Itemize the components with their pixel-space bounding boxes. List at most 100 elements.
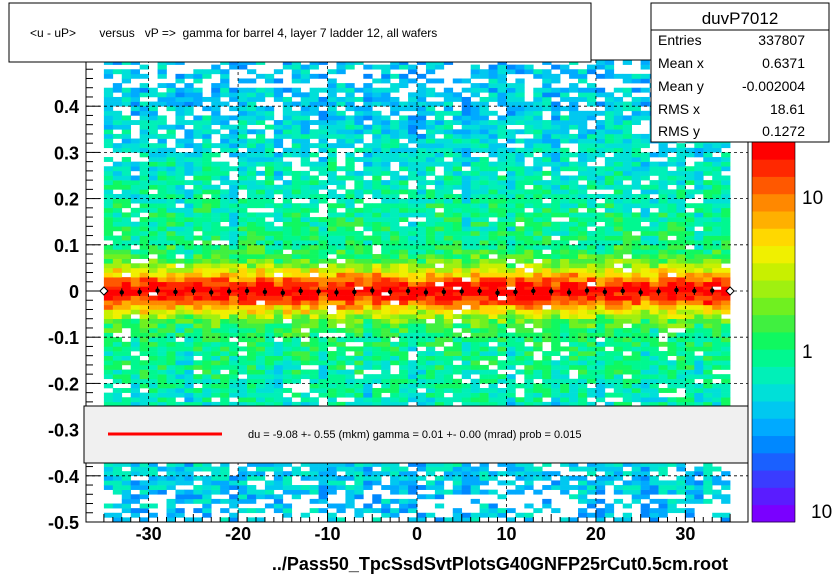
- heatmap-cell: [184, 323, 194, 329]
- heatmap-cell: [247, 498, 257, 504]
- heatmap-cell: [282, 129, 293, 135]
- heatmap-cell: [327, 124, 337, 130]
- heatmap-cell: [551, 369, 561, 375]
- heatmap-cell: [148, 226, 158, 232]
- heatmap-cell: [238, 152, 248, 158]
- heatmap-cell: [390, 129, 400, 135]
- heatmap-cell: [381, 364, 391, 370]
- heatmap-cell: [273, 378, 284, 384]
- heatmap-cell: [300, 170, 310, 176]
- heatmap-cell: [399, 230, 409, 236]
- heatmap-cell: [193, 489, 203, 495]
- heatmap-cell: [551, 258, 561, 264]
- heatmap-cell: [336, 110, 346, 116]
- heatmap-cell: [327, 378, 337, 384]
- heatmap-cell: [211, 120, 221, 125]
- heatmap-cell: [560, 401, 570, 407]
- heatmap-cell: [372, 341, 382, 347]
- heatmap-cell: [417, 277, 427, 283]
- heatmap-cell: [452, 138, 463, 144]
- heatmap-cell: [399, 360, 409, 366]
- heatmap-cell: [524, 512, 534, 518]
- heatmap-cell: [300, 184, 310, 190]
- heatmap-cell: [229, 374, 239, 380]
- heatmap-cell: [345, 212, 355, 218]
- heatmap-cell: [220, 272, 230, 278]
- heatmap-cell: [229, 203, 239, 209]
- heatmap-cell: [345, 92, 355, 98]
- heatmap-cell: [300, 92, 310, 98]
- heatmap-cell: [497, 78, 507, 84]
- heatmap-cell: [130, 69, 140, 75]
- heatmap-cell: [148, 341, 158, 347]
- heatmap-cell: [443, 198, 454, 204]
- heatmap-cell: [336, 193, 346, 199]
- heatmap-cell: [595, 508, 606, 514]
- heatmap-cell: [238, 267, 248, 273]
- heatmap-cell: [408, 254, 418, 259]
- heatmap-cell: [434, 184, 445, 190]
- heatmap-cell: [282, 512, 293, 518]
- heatmap-cell: [604, 147, 615, 153]
- heatmap-cell: [220, 69, 230, 75]
- heatmap-cell: [327, 291, 337, 296]
- heatmap-cell: [452, 92, 463, 98]
- heatmap-cell: [220, 346, 230, 352]
- heatmap-cell: [488, 207, 498, 213]
- heatmap-cell: [604, 60, 615, 65]
- heatmap-cell: [220, 235, 230, 241]
- heatmap-cell: [399, 401, 409, 407]
- heatmap-cell: [363, 351, 373, 356]
- heatmap-cell: [184, 180, 194, 186]
- heatmap-cell: [238, 300, 248, 306]
- heatmap-cell: [551, 198, 561, 204]
- heatmap-cell: [363, 360, 373, 366]
- heatmap-cell: [417, 254, 427, 259]
- heatmap-cell: [569, 193, 579, 199]
- heatmap-cell: [247, 309, 257, 315]
- heatmap-cell: [452, 351, 463, 356]
- heatmap-cell: [273, 152, 284, 158]
- heatmap-cell: [130, 355, 140, 361]
- heatmap-cell: [238, 355, 248, 361]
- heatmap-cell: [157, 221, 167, 227]
- heatmap-cell: [112, 466, 123, 472]
- heatmap-cell: [309, 378, 319, 384]
- heatmap-cell: [282, 221, 293, 227]
- heatmap-cell: [238, 157, 248, 162]
- heatmap-cell: [640, 327, 650, 333]
- heatmap-cell: [363, 249, 373, 255]
- heatmap-cell: [479, 286, 489, 292]
- heatmap-cell: [211, 101, 221, 107]
- heatmap-cell: [479, 397, 489, 403]
- heatmap-cell: [443, 369, 454, 375]
- heatmap-cell: [166, 157, 176, 162]
- heatmap-cell: [354, 217, 364, 222]
- heatmap-cell: [479, 355, 489, 361]
- heatmap-cell: [130, 494, 140, 500]
- heatmap-cell: [336, 364, 346, 370]
- heatmap-cell: [255, 383, 266, 389]
- heatmap-cell: [399, 124, 409, 130]
- heatmap-cell: [148, 360, 158, 366]
- heatmap-cell: [264, 318, 275, 324]
- heatmap-cell: [470, 383, 480, 389]
- heatmap-cell: [345, 489, 355, 495]
- heatmap-cell: [425, 309, 436, 315]
- heatmap-cell: [139, 267, 149, 273]
- heatmap-cell: [595, 378, 606, 384]
- heatmap-cell: [443, 388, 454, 393]
- heatmap-cell: [497, 314, 507, 320]
- heatmap-cell: [470, 101, 480, 107]
- heatmap-cell: [399, 152, 409, 158]
- heatmap-cell: [488, 314, 498, 320]
- heatmap-cell: [452, 471, 463, 477]
- heatmap-cell: [112, 355, 123, 361]
- heatmap-cell: [399, 120, 409, 125]
- heatmap-cell: [300, 254, 310, 259]
- heatmap-cell: [282, 461, 293, 467]
- heatmap-cell: [399, 291, 409, 296]
- heatmap-cell: [488, 110, 498, 116]
- heatmap-cell: [309, 73, 319, 79]
- heatmap-cell: [309, 327, 319, 333]
